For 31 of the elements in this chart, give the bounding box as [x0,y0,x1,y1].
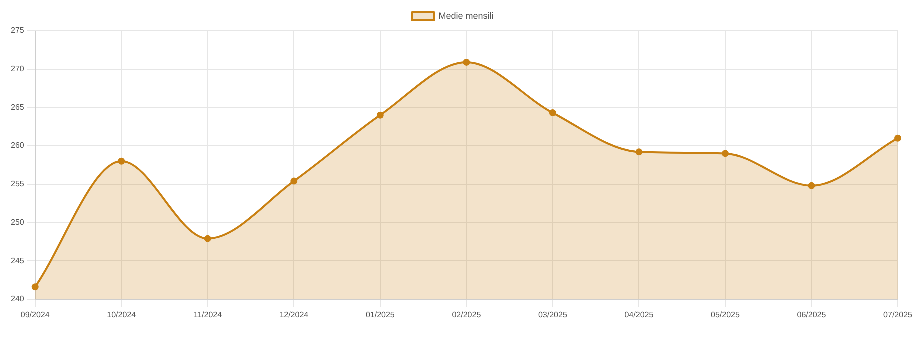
point [463,58,470,66]
point [118,158,126,165]
x-tick-label: 11/2024 [194,310,223,320]
x-tick-label: 04/2025 [624,310,654,320]
x-tick-label: 09/2024 [20,310,50,320]
y-tick-label: 245 [10,256,25,266]
point [894,134,902,142]
y-tick-label: 270 [10,64,25,74]
y-tick-label: 275 [10,26,25,36]
point [32,284,39,291]
x-tick-label: 05/2025 [711,310,740,320]
x-tick-label: 01/2025 [366,310,396,320]
x-tick-label: 06/2025 [797,310,827,320]
x-tick-label: 03/2025 [538,310,568,320]
y-tick-label: 265 [10,102,25,112]
point [549,110,556,117]
point [290,178,298,185]
x-tick-label: 10/2024 [107,310,137,320]
legend-label: Medie mensili [438,10,494,21]
point [808,182,816,190]
y-tick-label: 255 [10,180,25,189]
x-tick-label: 02/2025 [452,310,482,320]
x-tick-label: 12/2024 [280,310,310,320]
y-tick-label: 260 [10,141,25,150]
point [376,112,384,119]
point [204,235,212,242]
point [722,150,729,158]
x-tick-label: 07/2025 [884,310,914,320]
y-tick-label: 240 [10,294,25,304]
point [636,148,643,156]
y-tick-label: 250 [10,218,25,227]
